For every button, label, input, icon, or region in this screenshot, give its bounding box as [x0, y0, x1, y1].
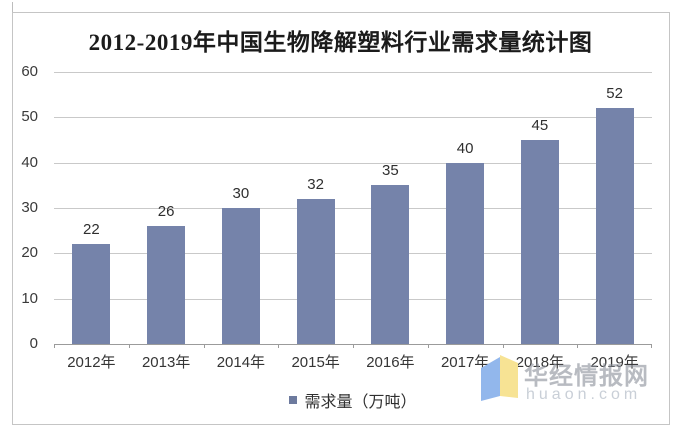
legend-label: 需求量（万吨）	[304, 394, 417, 411]
value-label-2017年: 40	[456, 140, 474, 157]
y-tick-label-0: 0	[29, 335, 38, 352]
value-label-2018年: 45	[531, 117, 549, 134]
x-tick-label-2013年: 2013年	[141, 354, 191, 371]
bar-2018年	[520, 140, 559, 344]
x-tick-label-2018年: 2018年	[515, 354, 565, 371]
y-tick-label-50: 50	[21, 108, 38, 125]
value-label-2015年: 32	[307, 176, 324, 193]
bar-2013年	[147, 226, 186, 344]
value-label-2014年: 30	[232, 185, 250, 202]
y-tick-label-10: 10	[21, 290, 38, 307]
legend-marker-icon	[289, 396, 298, 404]
plot-area: 22 26 30 32 35 40 45 52	[54, 72, 652, 348]
bar-2017年	[446, 163, 485, 344]
gridline-30	[54, 208, 652, 209]
gridline-20	[54, 253, 652, 254]
bar-2016年	[371, 185, 410, 344]
bar-slot-2016年: 35	[353, 72, 428, 344]
x-axis-tick	[128, 344, 130, 348]
x-axis-tick	[502, 344, 504, 348]
bar-slot-2018年: 45	[503, 72, 578, 344]
bar-2012年	[72, 244, 111, 344]
x-tick-label-2014年: 2014年	[216, 354, 266, 371]
y-tick-label-20: 20	[21, 244, 38, 261]
value-label-2012年: 22	[83, 221, 100, 238]
chart-frame	[12, 12, 670, 425]
x-tick-label-2017年: 2017年	[440, 354, 490, 371]
bar-2014年	[221, 208, 260, 344]
bar-slot-2017年: 40	[428, 72, 503, 344]
x-axis-tick	[427, 344, 429, 348]
value-label-2019年: 52	[606, 85, 623, 102]
bars-layer: 22 26 30 32 35 40 45 52	[54, 72, 652, 344]
bar-slot-2019年: 52	[577, 72, 652, 344]
bar-2015年	[296, 199, 335, 344]
x-tick-label-2016年: 2016年	[366, 354, 415, 371]
legend: 需求量（万吨）	[54, 388, 652, 412]
gridline-40	[54, 163, 652, 164]
value-label-2013年: 26	[157, 203, 175, 220]
bar-slot-2015年: 32	[278, 72, 353, 344]
gridline-60	[54, 72, 652, 73]
x-axis-tick	[651, 344, 652, 348]
x-axis-tick	[203, 344, 205, 348]
bar-slot-2012年: 22	[54, 72, 129, 344]
x-axis-tick	[353, 344, 354, 348]
x-tick-label-2015年: 2015年	[291, 354, 340, 371]
y-tick-label-40: 40	[21, 154, 38, 171]
y-axis-labels: 0 10 20 30 40 50 60	[10, 63, 46, 352]
x-tick-label-2012年: 2012年	[67, 354, 116, 371]
gridline-50	[54, 117, 652, 118]
y-tick-label-60: 60	[21, 63, 38, 80]
frame-corner-artifact	[12, 2, 13, 12]
x-axis-tick	[278, 344, 280, 348]
gridline-10	[54, 299, 652, 300]
bar-2019年	[595, 108, 634, 344]
x-tick-label-2019年: 2019年	[590, 354, 639, 371]
x-axis-labels: 2012年 2013年 2014年 2015年 2016年 2017年 2018年 2019年	[54, 351, 652, 372]
x-axis-tick	[54, 344, 55, 348]
y-tick-label-30: 30	[21, 199, 38, 216]
x-axis-tick	[577, 344, 579, 348]
value-label-2016年: 35	[382, 162, 399, 179]
bar-slot-2014年: 30	[204, 72, 279, 344]
chart-title: 2012-2019年中国生物降解塑料行业需求量统计图	[88, 30, 593, 55]
bar-slot-2013年: 26	[129, 72, 204, 344]
